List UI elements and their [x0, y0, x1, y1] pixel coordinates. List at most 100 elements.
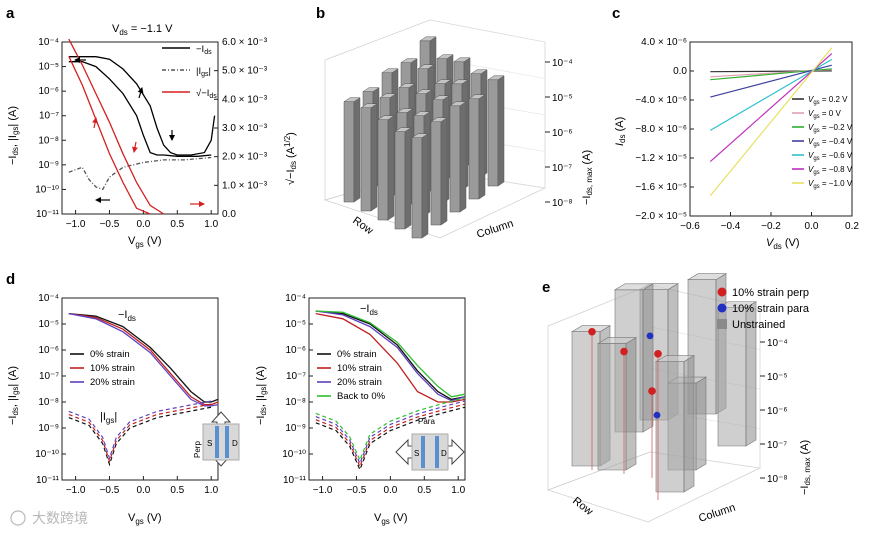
- para-d-label: D: [441, 449, 447, 458]
- panel-e-bar-front: [655, 361, 685, 493]
- z-tick-label: 10⁻⁴: [767, 338, 788, 349]
- z-tick-label: 10⁻⁸: [552, 198, 573, 209]
- panel-d-legend-label: 20% strain: [337, 377, 382, 388]
- panel-a-series-line: [68, 156, 212, 191]
- panel-e: e 10% strain perp 10% strain para Unstrain…: [542, 273, 812, 525]
- panel-d-perp-series: [68, 312, 219, 467]
- panel-b: b 10⁻⁴ 10⁻⁵ 10⁻⁶ 10⁻⁷ 10⁻⁸ −Ids, max (A) Row…: [316, 5, 594, 241]
- x-tick-label: −0.5: [100, 485, 120, 496]
- panel-d-igs-line: [315, 397, 466, 462]
- panel-b-letter: b: [316, 5, 325, 22]
- panel-b-bar-top: [434, 79, 452, 84]
- x-tick-label: −0.4: [721, 221, 741, 232]
- x-tick-label: 1.0: [204, 485, 218, 496]
- para-drain-electrode: [435, 436, 439, 468]
- z-tick-label: 10⁻⁷: [767, 440, 787, 451]
- panel-d-para-y-ticks: 10⁻⁴ 10⁻⁵ 10⁻⁶ 10⁻⁷ 10⁻⁸ 10⁻⁹ 10⁻¹⁰ 10⁻¹¹: [282, 293, 313, 486]
- panel-e-legend-swatch: [717, 303, 727, 313]
- z-tick-label: 10⁻⁵: [552, 93, 573, 104]
- panel-a-series-line: [68, 56, 151, 215]
- panel-b-bar-side: [440, 117, 448, 226]
- panel-b-bar-top: [362, 87, 380, 92]
- panel-e-column-label: Column: [697, 502, 737, 525]
- para-s-label: S: [414, 449, 419, 458]
- panel-c-letter: c: [612, 5, 620, 22]
- panel-b-bar-side: [497, 75, 505, 187]
- panel-b-bar-side: [459, 101, 467, 213]
- panel-e-legend-swatch: [717, 319, 727, 329]
- panel-b-bar-top: [343, 97, 361, 102]
- panel-d-perp-y-label: −Ids, |Igs| (A): [7, 366, 20, 425]
- x-tick-label: 0.0: [136, 485, 150, 496]
- z-tick-label: 10⁻⁴: [552, 58, 573, 69]
- y-tick-label: 10⁻⁹: [285, 423, 306, 434]
- panel-b-bar-top: [394, 127, 412, 132]
- panel-d-legend-label: Back to 0%: [337, 391, 386, 402]
- panel-e-bar-side: [695, 376, 707, 471]
- panel-e-perp-marker: [648, 387, 656, 395]
- y-tick-label: 0.0: [673, 66, 687, 77]
- panel-b-z-label: −Ids, max (A): [581, 150, 594, 205]
- panel-d-igs-line: [68, 400, 212, 461]
- x-tick-label: 1.0: [451, 485, 465, 496]
- panel-e-perp-marker: [654, 350, 662, 358]
- para-label: Para: [418, 417, 435, 426]
- panel-e-legend-label: Unstrained: [732, 319, 785, 331]
- panel-b-bar-side: [387, 115, 395, 221]
- panel-e-perp-marker: [588, 327, 596, 336]
- y-tick-label: 10⁻⁵: [38, 319, 59, 330]
- panel-a-series-line: [68, 56, 216, 156]
- panel-e-letter: e: [542, 279, 550, 296]
- panel-d-para-x-label: Vgs (V): [374, 512, 408, 526]
- y-tick-label: 10⁻¹¹: [36, 475, 60, 486]
- panel-a-x-label: Vgs (V): [128, 235, 162, 249]
- panel-a-series: [68, 38, 216, 215]
- panel-c-series: [709, 47, 833, 197]
- panel-b-bar-top: [377, 115, 395, 120]
- panel-b-bar-front: [411, 137, 423, 239]
- x-tick-label: −1.0: [66, 219, 86, 230]
- panel-d-ids-line: [315, 312, 466, 403]
- panel-a-series-line: [68, 61, 212, 157]
- panel-b-bar-front: [449, 105, 461, 213]
- panel-b-bar-top: [470, 69, 488, 74]
- panel-b-bar-top: [419, 36, 437, 42]
- y-tick-label: −2.0 × 10⁻⁵: [635, 211, 687, 222]
- z-tick-label: 10⁻⁷: [552, 163, 572, 174]
- y-tick-label: 10⁻¹⁰: [35, 184, 59, 195]
- panel-d-igs-line: [315, 406, 466, 472]
- panel-b-column-label: Column: [475, 218, 515, 241]
- panel-e-z-ticks: 10⁻⁴ 10⁻⁵ 10⁻⁶ 10⁻⁷ 10⁻⁸: [760, 338, 788, 485]
- panel-d-igs-line: [68, 403, 212, 464]
- panel-d-igs-line: [315, 403, 466, 469]
- y-tick-label: 10⁻⁸: [38, 397, 59, 408]
- y-tick-label: −1.6 × 10⁻⁵: [635, 182, 687, 193]
- panel-e-bar-top: [613, 283, 655, 291]
- panel-d: d 10⁻⁴ 10⁻⁵ 10⁻⁶ 10⁻⁷ 10⁻⁸ 10⁻⁹ 10⁻¹⁰ 10⁻¹¹ −1.…: [6, 271, 466, 526]
- panel-e-legend-label: 10% strain para: [732, 303, 810, 315]
- perp-label: Perp: [193, 441, 202, 458]
- x-tick-label: −0.5: [347, 485, 367, 496]
- panel-d-legend-label: 10% strain: [337, 363, 382, 374]
- panel-e-bar-top: [686, 273, 728, 281]
- panel-d-igs-line: [68, 406, 212, 467]
- panel-d-perp-inset: S D Perp: [193, 411, 240, 467]
- panel-b-gridline: [429, 19, 546, 43]
- y-tick-label: −8.0 × 10⁻⁶: [635, 124, 687, 135]
- panel-d-perp-igs-label: |Igs|: [100, 411, 117, 425]
- panel-e-para-marker: [646, 332, 654, 340]
- panel-e-legend-label: 10% strain perp: [732, 287, 809, 299]
- y-tick-label: 10⁻⁸: [285, 397, 306, 408]
- panel-d-legend-label: 20% strain: [90, 377, 135, 388]
- panel-d-legend-label: 0% strain: [90, 349, 130, 360]
- panel-e-legend-swatch: [717, 287, 727, 297]
- panel-a-y-label-right: √−Ids (A1/2): [283, 132, 298, 185]
- panel-d-para-x-ticks: −1.0 −0.5 0.0 0.5 1.0: [313, 476, 466, 496]
- panel-e-bars: [570, 273, 758, 500]
- panel-a-y-ticks-left: 10⁻⁴ 10⁻⁵ 10⁻⁶ 10⁻⁷ 10⁻⁸ 10⁻⁹ 10⁻¹⁰ 10⁻¹¹: [35, 37, 66, 220]
- z-tick-label: 10⁻⁶: [767, 406, 788, 417]
- y-tick-label: 3.0 × 10⁻³: [222, 123, 268, 134]
- x-tick-label: 0.2: [845, 221, 859, 232]
- y-tick-label: 6.0 × 10⁻³: [222, 37, 268, 48]
